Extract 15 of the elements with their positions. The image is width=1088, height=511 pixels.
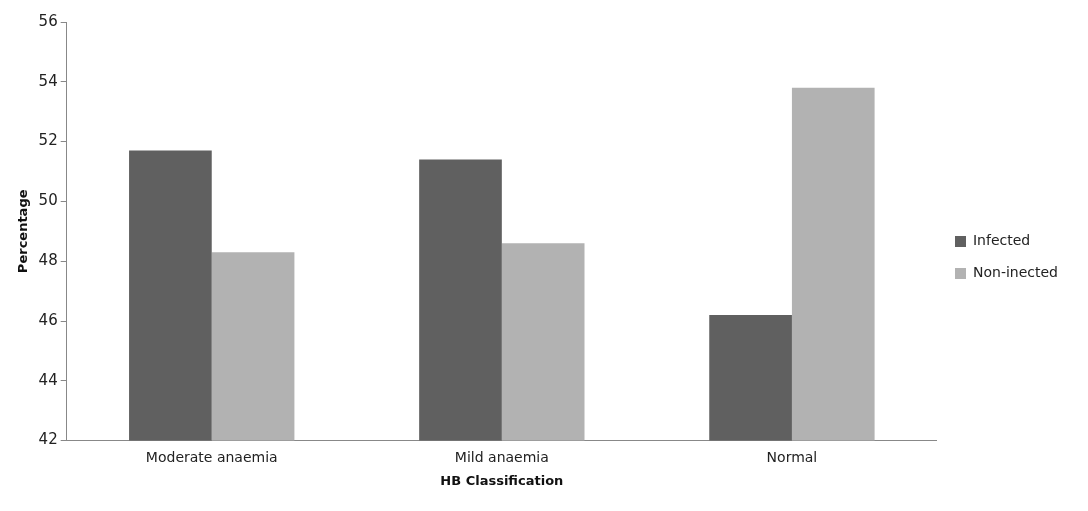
legend-label: Infected	[972, 232, 1031, 249]
y-tick-label: 48	[38, 251, 58, 270]
y-tick-label: 42	[38, 430, 58, 449]
y-tick-label: 52	[38, 131, 58, 150]
legend-label: Non-inected	[972, 264, 1059, 281]
x-axis-title: HB Classification	[440, 472, 564, 488]
y-tick-label: 54	[38, 71, 58, 90]
y-tick-label: 46	[38, 310, 58, 329]
x-tick-label: Mild anaemia	[454, 448, 549, 465]
y-tick-label: 56	[38, 11, 58, 30]
x-tick-label: Normal	[766, 448, 818, 465]
y-tick-label: 50	[38, 191, 58, 210]
x-tick-label: Moderate anaemia	[145, 448, 278, 465]
y-axis-title: Percentage	[15, 189, 31, 274]
y-tick-label: 44	[38, 370, 58, 389]
